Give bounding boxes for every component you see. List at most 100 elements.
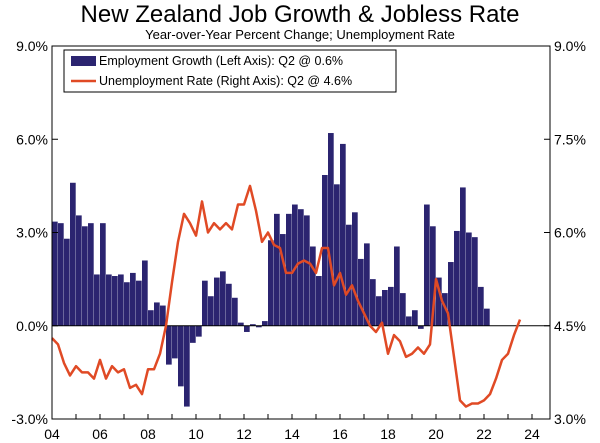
left-tick-label: 0.0% — [16, 318, 48, 334]
employment-bar — [310, 246, 316, 326]
employment-bar — [52, 221, 58, 326]
employment-bar — [328, 133, 334, 326]
employment-bar — [472, 237, 478, 326]
employment-bar — [178, 325, 184, 387]
legend-bar-swatch — [71, 56, 96, 66]
right-tick-label: 9.0% — [554, 38, 586, 54]
x-tick-label: 22 — [476, 426, 492, 442]
left-tick-label: 9.0% — [16, 38, 48, 54]
employment-bar — [424, 204, 430, 326]
employment-bar — [160, 305, 166, 326]
employment-bar — [64, 238, 70, 326]
employment-bar — [82, 226, 88, 326]
employment-bar — [364, 243, 370, 326]
employment-bar — [292, 204, 298, 326]
employment-bar — [322, 175, 328, 326]
unemployment-line — [51, 184, 522, 408]
employment-bar — [142, 260, 148, 326]
chart-subtitle: Year-over-Year Percent Change; Unemploym… — [145, 27, 455, 42]
x-tick-label: 20 — [428, 426, 444, 442]
employment-bar — [400, 293, 406, 326]
employment-bar — [346, 224, 352, 326]
x-tick-label: 04 — [44, 426, 60, 442]
x-tick-label: 18 — [380, 426, 396, 442]
employment-bar — [304, 215, 310, 326]
employment-bar — [448, 262, 454, 326]
employment-bar — [334, 184, 340, 326]
employment-bars — [52, 133, 490, 407]
employment-bar — [136, 280, 142, 326]
left-tick-label: -3.0% — [11, 411, 48, 427]
employment-bar — [430, 226, 436, 326]
employment-bar — [412, 310, 418, 326]
employment-bar — [250, 324, 256, 326]
x-tick-label: 12 — [236, 426, 252, 442]
employment-bar — [376, 296, 382, 326]
employment-bar — [208, 296, 214, 326]
employment-bar — [166, 325, 172, 365]
employment-bar — [352, 212, 358, 326]
employment-bar — [130, 272, 136, 326]
employment-bar — [268, 240, 274, 326]
employment-bar — [436, 277, 442, 326]
employment-bar — [88, 223, 94, 326]
employment-bar — [382, 290, 388, 326]
employment-bar — [184, 325, 190, 407]
employment-bar — [394, 246, 400, 326]
employment-bar — [484, 308, 490, 326]
right-axis: 9.0% 7.5% 6.0% 4.5% 3.0% — [544, 38, 586, 427]
employment-bar — [274, 213, 280, 326]
employment-bar — [454, 230, 460, 326]
employment-bar — [70, 182, 76, 326]
employment-bar — [172, 325, 178, 359]
employment-bar — [358, 258, 364, 326]
employment-bar — [388, 286, 394, 326]
left-tick-label: 6.0% — [16, 131, 48, 147]
legend-box — [63, 49, 397, 93]
employment-bar — [112, 276, 118, 326]
employment-bar — [286, 213, 292, 326]
employment-bar — [298, 209, 304, 326]
employment-bar — [94, 274, 100, 326]
right-tick-label: 3.0% — [554, 411, 586, 427]
right-tick-label: 4.5% — [554, 318, 586, 334]
employment-bar — [154, 302, 160, 326]
left-axis: 9.0% 6.0% 3.0% 0.0% -3.0% — [11, 38, 58, 427]
employment-bar — [226, 283, 232, 326]
employment-bar — [124, 282, 130, 326]
x-tick-label: 10 — [188, 426, 204, 442]
chart-title: New Zealand Job Growth & Jobless Rate — [81, 1, 520, 28]
employment-bar — [106, 274, 112, 326]
x-tick-label: 24 — [524, 426, 540, 442]
employment-bar — [340, 143, 346, 326]
employment-bar — [244, 325, 250, 332]
employment-bar — [280, 234, 286, 326]
x-axis: 04 06 08 10 12 14 16 18 20 22 24 — [44, 414, 540, 442]
employment-bar — [262, 321, 268, 326]
right-tick-label: 7.5% — [554, 131, 586, 147]
employment-bar — [202, 280, 208, 326]
employment-bar — [214, 277, 220, 326]
employment-bar — [76, 215, 82, 326]
x-tick-label: 14 — [284, 426, 300, 442]
x-tick-label: 06 — [92, 426, 108, 442]
legend-unemployment-label: Unemployment Rate (Right Axis): Q2 @ 4.6… — [99, 74, 352, 88]
right-tick-label: 6.0% — [554, 225, 586, 241]
employment-bar — [460, 187, 466, 326]
legend-employment-label: Employment Growth (Left Axis): Q2 @ 0.6% — [99, 54, 343, 68]
legend: Employment Growth (Left Axis): Q2 @ 0.6%… — [63, 49, 397, 93]
x-tick-label: 16 — [332, 426, 348, 442]
employment-bar — [190, 325, 196, 343]
employment-bar — [370, 279, 376, 326]
employment-bar — [220, 271, 226, 326]
employment-bar — [118, 274, 124, 326]
employment-bar — [58, 223, 64, 326]
left-tick-label: 3.0% — [16, 225, 48, 241]
employment-bar — [478, 286, 484, 326]
employment-bar — [148, 310, 154, 326]
employment-bar — [406, 316, 412, 326]
employment-bar — [238, 322, 244, 326]
employment-bar — [232, 297, 238, 326]
employment-bar — [316, 276, 322, 326]
